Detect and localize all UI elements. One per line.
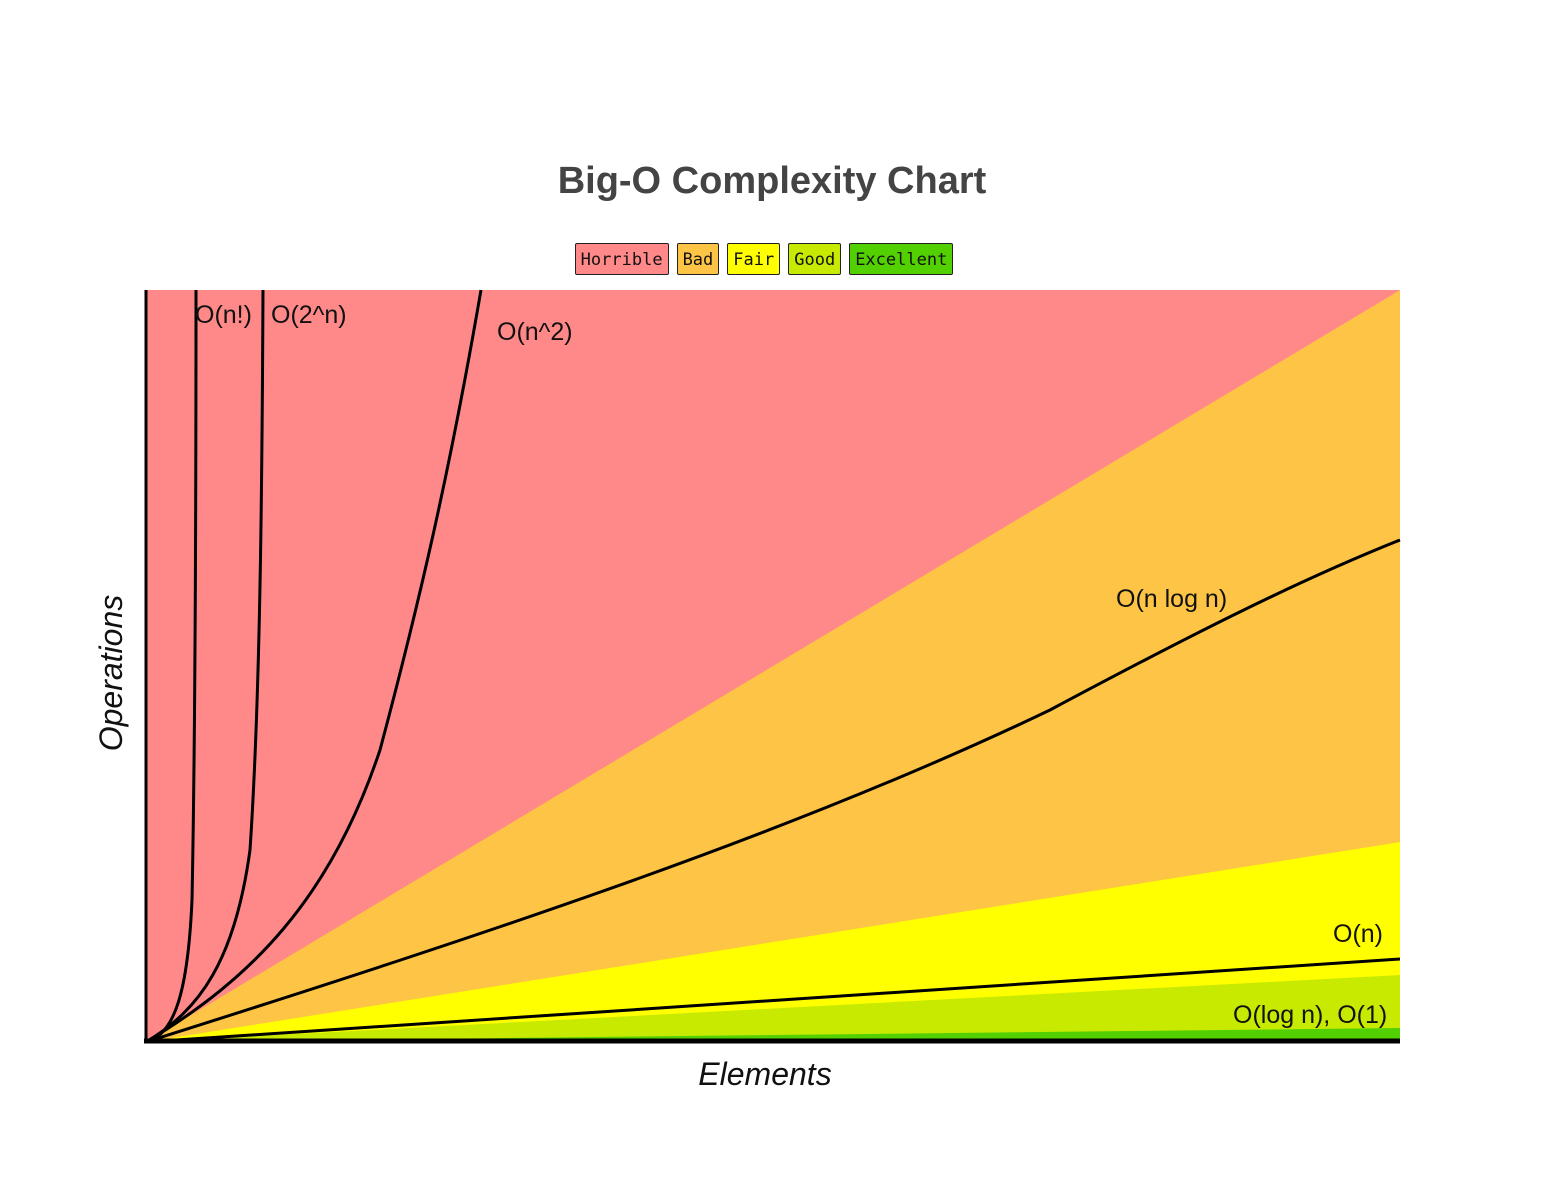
curve-nlogn	[145, 538, 1401, 1044]
label-exponential: O(2^n)	[271, 301, 347, 329]
legend-item-good: Good	[788, 243, 842, 275]
x-axis-label: Elements	[698, 1056, 831, 1092]
label-log-constant: O(log n), O(1)	[1233, 1001, 1387, 1029]
curve-linear	[145, 957, 1401, 1044]
legend: Horrible Bad Fair Good Excellent	[0, 243, 1528, 275]
legend-item-excellent: Excellent	[849, 243, 954, 275]
region-good	[146, 975, 1400, 1042]
y-axis-label: Operations	[93, 595, 129, 752]
label-factorial: O(n!)	[195, 301, 252, 329]
label-quadratic: O(n^2)	[497, 318, 573, 346]
legend-item-bad: Bad	[676, 243, 720, 275]
legend-item-fair: Fair	[727, 243, 781, 275]
region-bad	[146, 290, 1400, 1042]
label-nlogn: O(n log n)	[1116, 585, 1227, 613]
curve-exponential	[145, 289, 265, 1044]
chart-title: Big-O Complexity Chart	[557, 160, 987, 202]
label-linear: O(n)	[1333, 920, 1383, 948]
legend-item-horrible: Horrible	[574, 243, 669, 275]
curve-factorial	[145, 289, 198, 1044]
curve-quadratic	[145, 289, 483, 1044]
